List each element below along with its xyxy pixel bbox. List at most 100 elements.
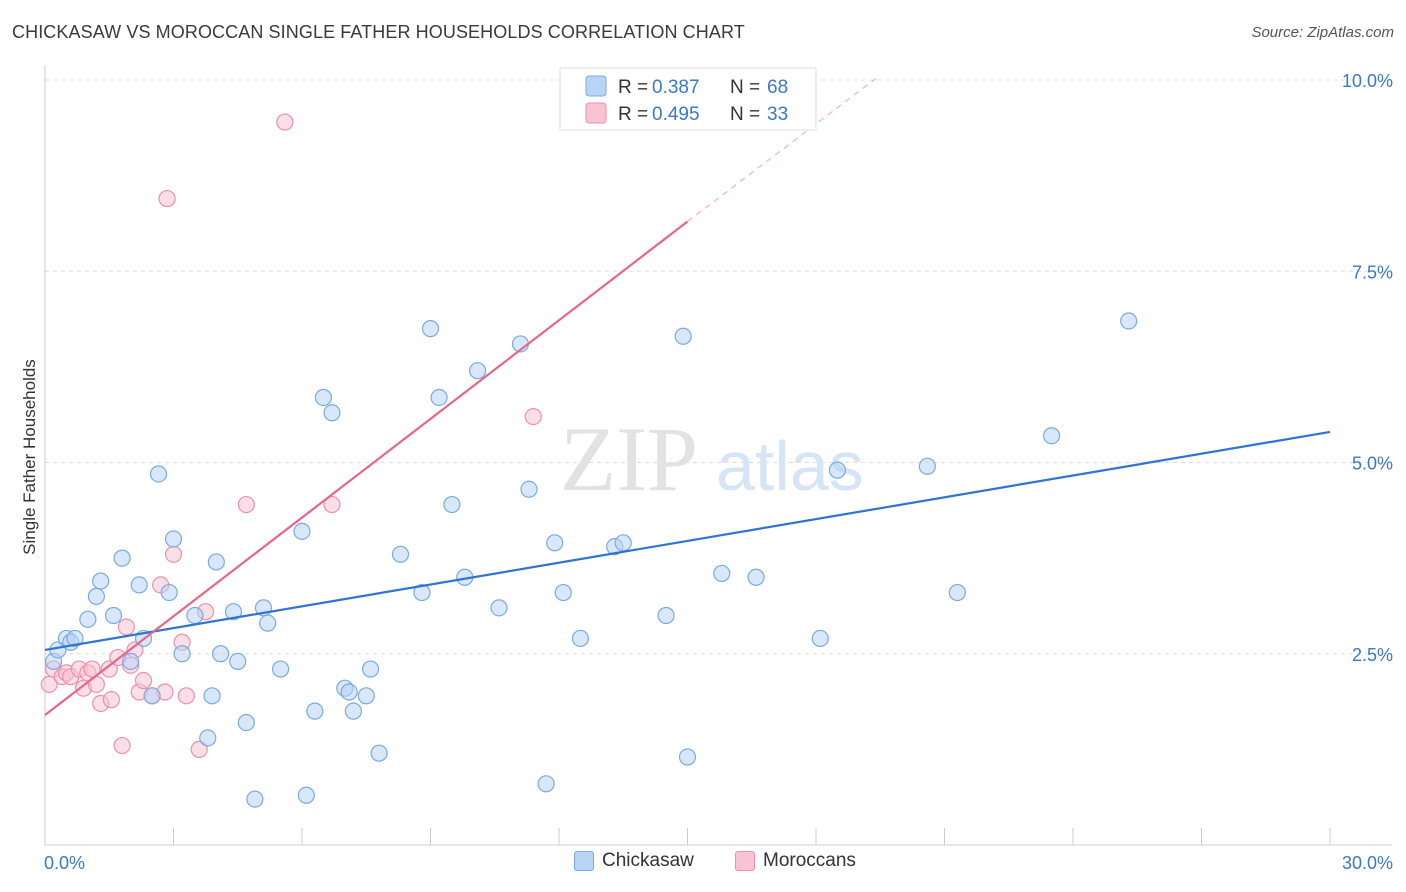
chickasaw-point [87,587,106,605]
chickasaw-point [160,583,178,602]
chickasaw-point [537,775,555,793]
chickasaw-point [747,568,765,586]
moroccans-point [276,113,294,131]
legend-label-moroccans: Moroccans [763,850,856,871]
chickasaw-point [546,534,564,552]
tick-labels: 2.5% 5.0% 7.5% 10.0% 0.0% 30.0% [44,71,1393,873]
watermark-zip: ZIP [560,408,698,510]
moroccans-point [524,408,542,426]
chickasaw-point [811,629,829,648]
moroccans-point [177,687,195,705]
chickasaw-point [918,457,936,475]
legend-item-chickasaw: Chickasaw [574,850,694,872]
moroccans-point [323,495,341,514]
legend-top: R = 0.387 N = 68 R = 0.495 N = 33 [559,67,817,131]
chickasaw-point [1120,312,1138,330]
chickasaw-point [490,599,508,617]
legend-swatch-chickasaw [585,75,607,97]
chickasaw-point [207,553,225,571]
chickasaw-point [113,549,131,567]
legend-swatch-moroccans [585,102,607,124]
legend-n-label: N = [730,104,760,125]
chickasaw-point [246,790,264,808]
y-axis-label: Single Father Households [20,359,39,555]
moroccans-point [102,691,120,709]
moroccans-point [134,671,153,690]
moroccans-point [164,545,183,563]
chickasaw-point [1042,427,1061,445]
chickasaw-point [199,729,217,747]
chickasaw-point [143,687,161,705]
chickasaw-point [571,629,590,648]
source-label: Source: ZipAtlas.com [1251,24,1394,41]
moroccans-point [190,740,208,758]
chickasaw-point [314,388,333,407]
chickasaw-point [130,576,148,594]
legend-item-moroccans: Moroccans [735,850,856,872]
chickasaw-point [340,683,358,701]
chickasaw-point [361,660,380,678]
chickasaw-point [657,606,675,625]
y-tick-label: 7.5% [1352,262,1393,282]
chickasaw-point [713,564,731,583]
moroccans-trend-line [44,220,689,716]
chickasaw-point [948,583,966,602]
chickasaw-point [421,320,440,338]
chickasaw-point [237,713,255,732]
chickasaw-point [229,652,247,671]
chickasaw-point [370,744,388,762]
moroccans-points [40,113,542,758]
chickasaw-point [203,687,221,705]
chickasaw-point [212,645,230,663]
chickasaw-point [614,534,632,552]
legend-n-value: 33 [767,104,788,125]
y-tick-label: 5.0% [1352,454,1393,474]
chickasaw-point [66,629,84,648]
axes [44,65,1392,846]
chickasaw-point [92,572,110,590]
chickasaw-point [173,645,191,663]
chickasaw-point [224,603,243,621]
legend-label-chickasaw: Chickasaw [602,850,694,871]
chickasaw-point [674,327,692,345]
legend-swatch-moroccans [735,851,755,871]
chickasaw-points [44,312,1138,808]
chickasaw-point [259,614,277,632]
chickasaw-point [413,583,431,602]
legend-n-value: 68 [767,77,788,98]
chickasaw-point [443,495,461,514]
chickasaw-point [357,687,375,705]
chickasaw-point [149,465,168,483]
legend-r-label: R = [618,104,648,125]
moroccans-point [117,618,135,636]
chickasaw-point [79,610,97,628]
chickasaw-point [306,702,324,720]
legend-bottom: Chickasaw Moroccans [0,850,1406,878]
chickasaw-point [271,660,290,678]
chickasaw-point [164,530,183,548]
chickasaw-point [186,606,204,625]
legend-n-label: N = [730,77,760,98]
moroccans-point [237,495,255,514]
moroccans-point [158,189,176,208]
chickasaw-point [469,362,487,380]
legend-swatch-chickasaw [574,851,594,871]
y-tick-label: 2.5% [1352,645,1393,665]
chickasaw-point [122,652,140,671]
chickasaw-point [678,748,697,766]
chickasaw-point [391,545,410,563]
chickasaw-point [104,606,123,625]
moroccans-point [100,660,118,678]
legend-r-label: R = [618,77,648,98]
chickasaw-point [520,480,538,498]
chickasaw-point [430,388,448,407]
chickasaw-point [344,702,362,720]
trend-lines [44,77,1331,716]
chickasaw-point [828,461,847,479]
x-tick-label: 0.0% [44,853,85,873]
chickasaw-point [297,786,315,804]
chickasaw-trend-line [44,430,1331,652]
chart-title: CHICKASAW VS MOROCCAN SINGLE FATHER HOUS… [12,22,745,42]
chickasaw-point [554,583,572,602]
watermark: ZIP atlas [560,408,864,510]
